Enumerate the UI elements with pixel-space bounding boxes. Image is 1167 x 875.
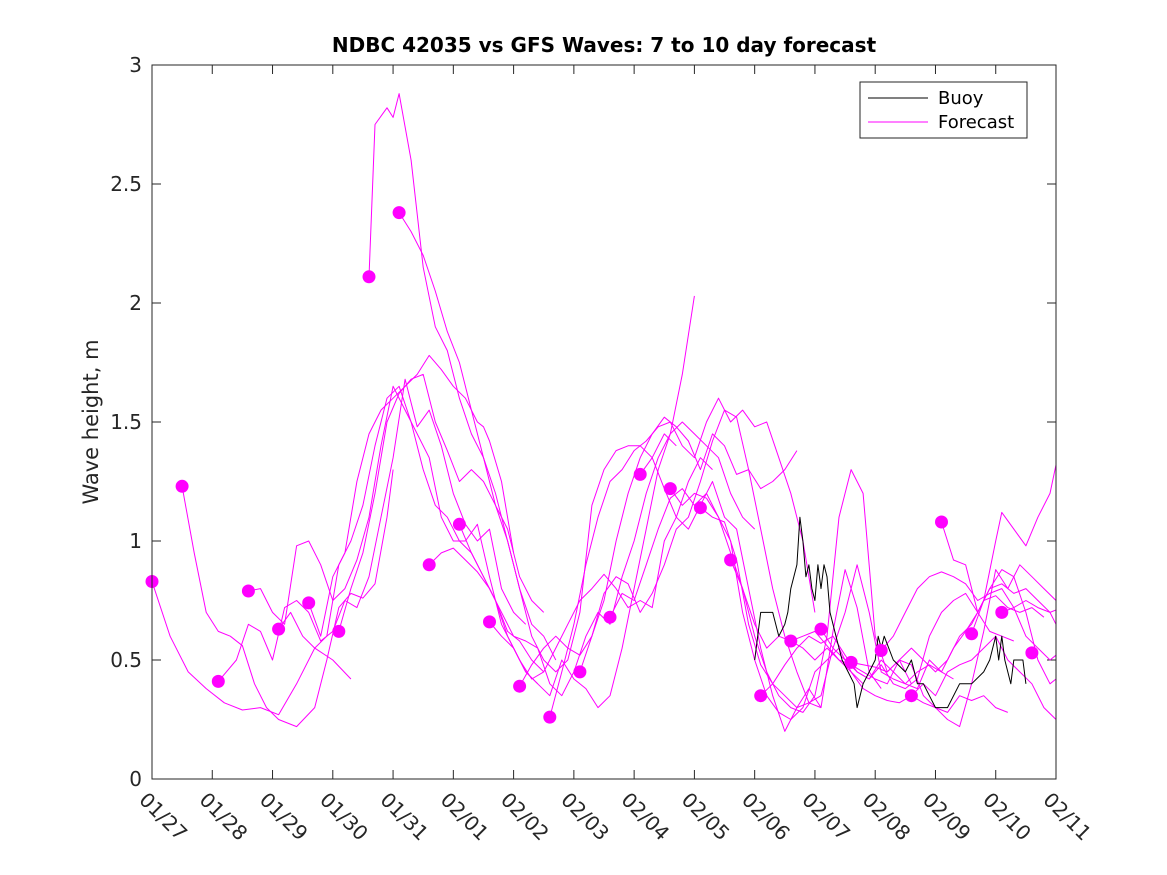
forecast-start-marker — [754, 689, 768, 703]
forecast-start-marker — [241, 584, 255, 598]
forecast-start-marker — [483, 615, 496, 629]
forecast-series-line — [971, 464, 1056, 634]
forecast-start-marker — [814, 622, 828, 636]
forecast-series-line — [851, 564, 1056, 728]
chart-title: NDBC 42035 vs GFS Waves: 7 to 10 day for… — [332, 33, 877, 57]
forecast-series-line — [790, 595, 1045, 685]
forecast-start-marker — [573, 665, 587, 679]
forecast-series-line — [730, 559, 1008, 713]
forecast-series-line — [549, 397, 816, 718]
forecast-start-marker — [724, 553, 738, 567]
forecast-series-line — [639, 457, 882, 732]
forecast-start-marker — [543, 710, 557, 724]
forecast-series-line — [278, 385, 544, 680]
forecast-series-line — [428, 295, 695, 697]
forecast-series-line — [579, 409, 822, 709]
forecast-start-marker — [211, 674, 225, 688]
y-axis-label: Wave height, m — [79, 339, 103, 504]
y-tick-label: 0.5 — [110, 648, 142, 672]
forecast-series-line — [1001, 600, 1056, 613]
series-lines — [152, 93, 1056, 732]
forecast-series-line — [181, 469, 394, 728]
legend: Buoy Forecast — [859, 81, 1028, 139]
forecast-start-marker — [874, 644, 888, 657]
forecast-start-marker — [844, 655, 858, 669]
legend-forecast-label: Forecast — [938, 112, 1014, 133]
forecast-start-marker — [693, 501, 707, 515]
forecast-series-line — [248, 385, 539, 685]
forecast-start-marker — [633, 467, 647, 481]
buoy-series-line — [754, 516, 1027, 709]
forecast-start-marker — [175, 479, 189, 493]
forecast-series-line — [700, 507, 954, 709]
forecast-series-line — [338, 373, 545, 632]
forecast-start-marker — [272, 622, 286, 636]
forecast-series-line — [941, 521, 1056, 685]
forecast-start-marker — [513, 679, 527, 693]
y-tick-label: 0 — [129, 767, 142, 791]
forecast-series-line — [489, 421, 756, 709]
forecast-start-marker — [663, 482, 677, 496]
forecast-start-marker — [422, 558, 436, 572]
forecast-series-line — [669, 469, 912, 713]
forecast-series-line — [152, 581, 352, 716]
y-tick-label: 2 — [129, 291, 142, 315]
forecast-start-marker — [302, 596, 316, 610]
forecast-start-marker — [904, 689, 918, 703]
forecast-start-marker — [784, 634, 798, 648]
forecast-start-marker — [452, 517, 466, 531]
axes-box — [151, 64, 1057, 780]
forecast-start-marker — [965, 627, 979, 641]
forecast-series-line — [911, 635, 1056, 720]
forecast-start-marker — [1025, 646, 1039, 660]
forecast-start-marker — [392, 206, 406, 220]
forecast-series-line — [308, 354, 515, 637]
legend-buoy-label: Buoy — [938, 88, 984, 109]
forecast-series-line — [820, 583, 1056, 690]
y-tick-label: 1 — [129, 529, 142, 553]
y-tick-label: 1.5 — [110, 410, 142, 434]
forecast-start-marker — [935, 515, 948, 529]
forecast-start-marker — [995, 605, 1009, 619]
initial-markers — [145, 206, 1039, 724]
forecast-series-line — [458, 457, 713, 673]
forecast-start-marker — [603, 610, 617, 624]
axis-ticks — [151, 64, 1057, 780]
forecast-start-marker — [332, 624, 346, 638]
forecast-series-line — [217, 378, 527, 682]
forecast-series-line — [880, 571, 1056, 661]
y-tick-label: 3 — [129, 53, 142, 77]
y-tick-labels: 0 0.5 1 1.5 2 2.5 3 — [110, 53, 142, 791]
forecast-start-marker — [362, 270, 376, 284]
forecast-series-line — [519, 416, 798, 687]
legend-box — [859, 81, 1028, 139]
y-tick-label: 2.5 — [110, 172, 142, 196]
forecast-series-line — [760, 592, 1014, 697]
plot-area — [152, 65, 1056, 779]
